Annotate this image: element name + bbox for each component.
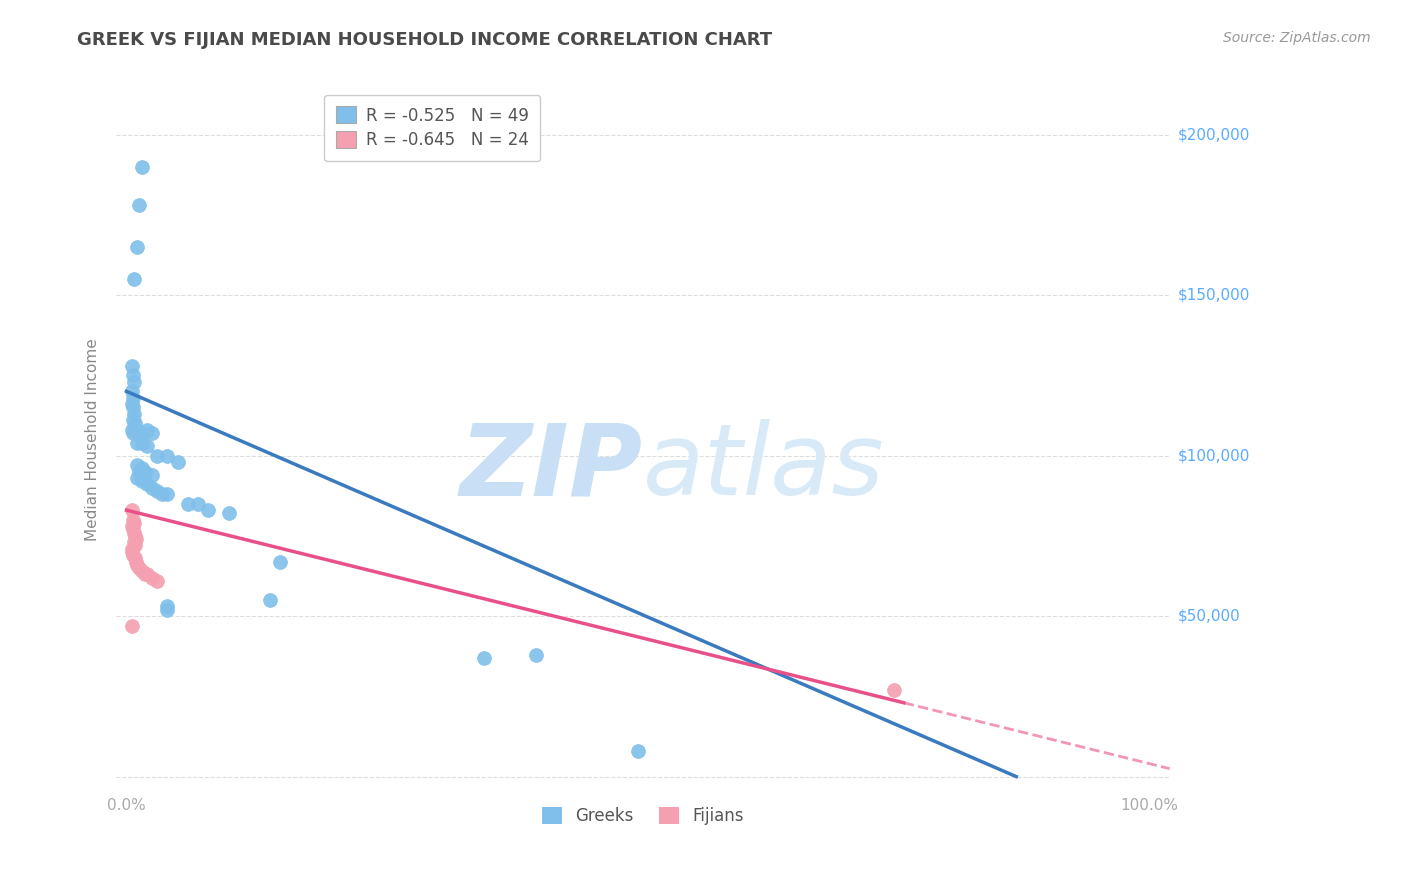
Text: atlas: atlas [643,419,884,516]
Point [141,467,163,482]
Text: $50,000: $50,000 [1178,608,1240,624]
Point [146,574,169,588]
Point [124,417,146,431]
Point [125,558,148,572]
Point [883,682,905,697]
Point [136,567,159,582]
Point [177,497,200,511]
Point [136,439,159,453]
Point [150,487,173,501]
Point [128,198,150,212]
Point [259,593,281,607]
Point [124,538,146,552]
Point [627,744,650,758]
Point [125,240,148,254]
Point [141,570,163,584]
Point [121,401,143,415]
Point [121,359,143,373]
Legend: Greeks, Fijians: Greeks, Fijians [534,799,752,834]
Point [121,541,143,556]
Point [474,650,496,665]
Point [524,648,547,662]
Point [128,465,150,479]
Point [121,413,143,427]
Point [146,483,169,498]
Point [187,497,209,511]
Point [197,503,219,517]
Point [166,455,188,469]
Point [122,407,145,421]
Point [121,618,143,632]
Text: $100,000: $100,000 [1178,448,1250,463]
Point [134,567,156,582]
Point [156,487,179,501]
Point [136,477,159,491]
Point [156,602,179,616]
Point [136,423,159,437]
Point [122,525,145,540]
Point [146,449,169,463]
Point [131,426,153,441]
Point [125,435,148,450]
Point [269,554,291,568]
Point [122,375,145,389]
Point [134,465,156,479]
Point [125,423,148,437]
Point [121,545,143,559]
Point [121,397,143,411]
Point [128,561,150,575]
Point [122,516,145,530]
Text: ZIP: ZIP [460,419,643,516]
Point [121,426,143,441]
Point [141,481,163,495]
Point [121,503,143,517]
Point [125,532,148,546]
Point [125,554,148,568]
Point [121,519,143,533]
Point [122,535,145,549]
Point [156,599,179,614]
Text: $200,000: $200,000 [1178,127,1250,142]
Point [141,426,163,441]
Point [122,272,145,286]
Text: GREEK VS FIJIAN MEDIAN HOUSEHOLD INCOME CORRELATION CHART: GREEK VS FIJIAN MEDIAN HOUSEHOLD INCOME … [77,31,772,49]
Point [131,475,153,489]
Text: Source: ZipAtlas.com: Source: ZipAtlas.com [1223,31,1371,45]
Point [121,423,143,437]
Point [124,551,146,566]
Point [124,529,146,543]
Point [121,391,143,405]
Point [131,160,153,174]
Point [121,548,143,562]
Point [121,513,143,527]
Y-axis label: Median Household Income: Median Household Income [86,338,100,541]
Point [125,471,148,485]
Text: $150,000: $150,000 [1178,287,1250,302]
Point [156,449,179,463]
Point [218,507,240,521]
Point [125,458,148,473]
Point [131,435,153,450]
Point [131,461,153,475]
Point [121,522,143,536]
Point [121,368,143,383]
Point [131,564,153,578]
Point [121,384,143,399]
